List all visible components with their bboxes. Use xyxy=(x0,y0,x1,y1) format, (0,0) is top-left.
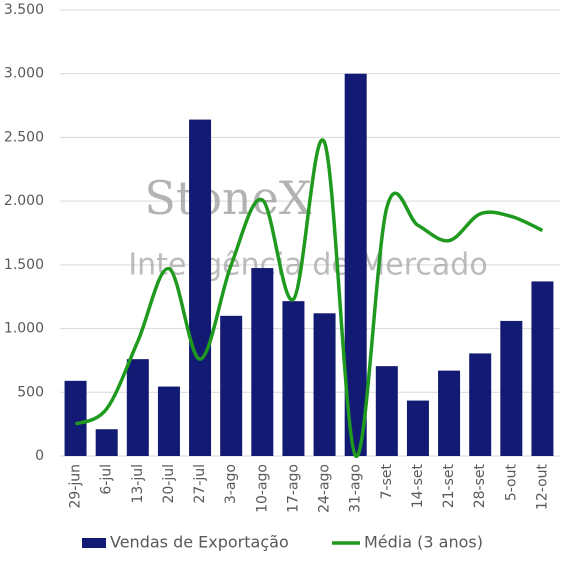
x-tick-label: 10-ago xyxy=(254,464,270,513)
legend-label: Vendas de Exportação xyxy=(110,533,289,552)
x-tick-label: 14-set xyxy=(410,463,426,508)
x-tick-label: 24-ago xyxy=(317,464,333,513)
bar xyxy=(438,370,461,456)
y-tick-label: 2.500 xyxy=(4,129,44,145)
legend-swatch xyxy=(82,538,106,548)
bar xyxy=(64,380,87,456)
x-tick-label: 27-jul xyxy=(192,464,208,504)
bar xyxy=(531,281,554,456)
bar xyxy=(469,353,492,456)
bar xyxy=(157,386,180,456)
bar xyxy=(189,119,212,457)
bar xyxy=(95,429,118,456)
bar xyxy=(282,301,305,456)
x-tick-label: 12-out xyxy=(534,463,550,510)
bar xyxy=(406,400,429,456)
bar xyxy=(375,366,398,456)
y-tick-label: 1.500 xyxy=(4,257,44,273)
y-tick-label: 3.500 xyxy=(4,2,44,18)
watermark-logo: StoneX xyxy=(144,171,312,225)
x-tick-label: 5-out xyxy=(503,463,519,501)
watermark-subtitle: Inteligência de Mercado xyxy=(128,248,487,283)
bar xyxy=(313,313,336,456)
bar xyxy=(344,73,367,456)
x-tick-label: 21-set xyxy=(441,463,457,508)
y-tick-label: 1.000 xyxy=(4,321,44,337)
x-tick-label: 29-jun xyxy=(68,464,84,509)
y-tick-label: 500 xyxy=(17,384,44,400)
x-tick-label: 28-set xyxy=(472,463,488,508)
x-tick-label: 31-ago xyxy=(348,464,364,513)
legend-label: Média (3 anos) xyxy=(364,533,483,552)
bar xyxy=(220,315,243,456)
x-tick-label: 13-jul xyxy=(130,464,146,504)
line xyxy=(74,138,544,458)
x-tick-label: 7-set xyxy=(379,463,395,499)
x-tick-label: 20-jul xyxy=(161,464,177,504)
bar xyxy=(126,359,149,456)
y-tick-label: 2.000 xyxy=(4,193,44,209)
x-tick-label: 3-ago xyxy=(223,464,239,504)
bar xyxy=(500,320,523,456)
x-tick-label: 6-jul xyxy=(99,464,115,495)
bar xyxy=(251,268,274,456)
y-tick-label: 3.000 xyxy=(4,66,44,82)
y-tick-label: 0 xyxy=(35,448,44,464)
x-tick-label: 17-ago xyxy=(285,464,301,513)
